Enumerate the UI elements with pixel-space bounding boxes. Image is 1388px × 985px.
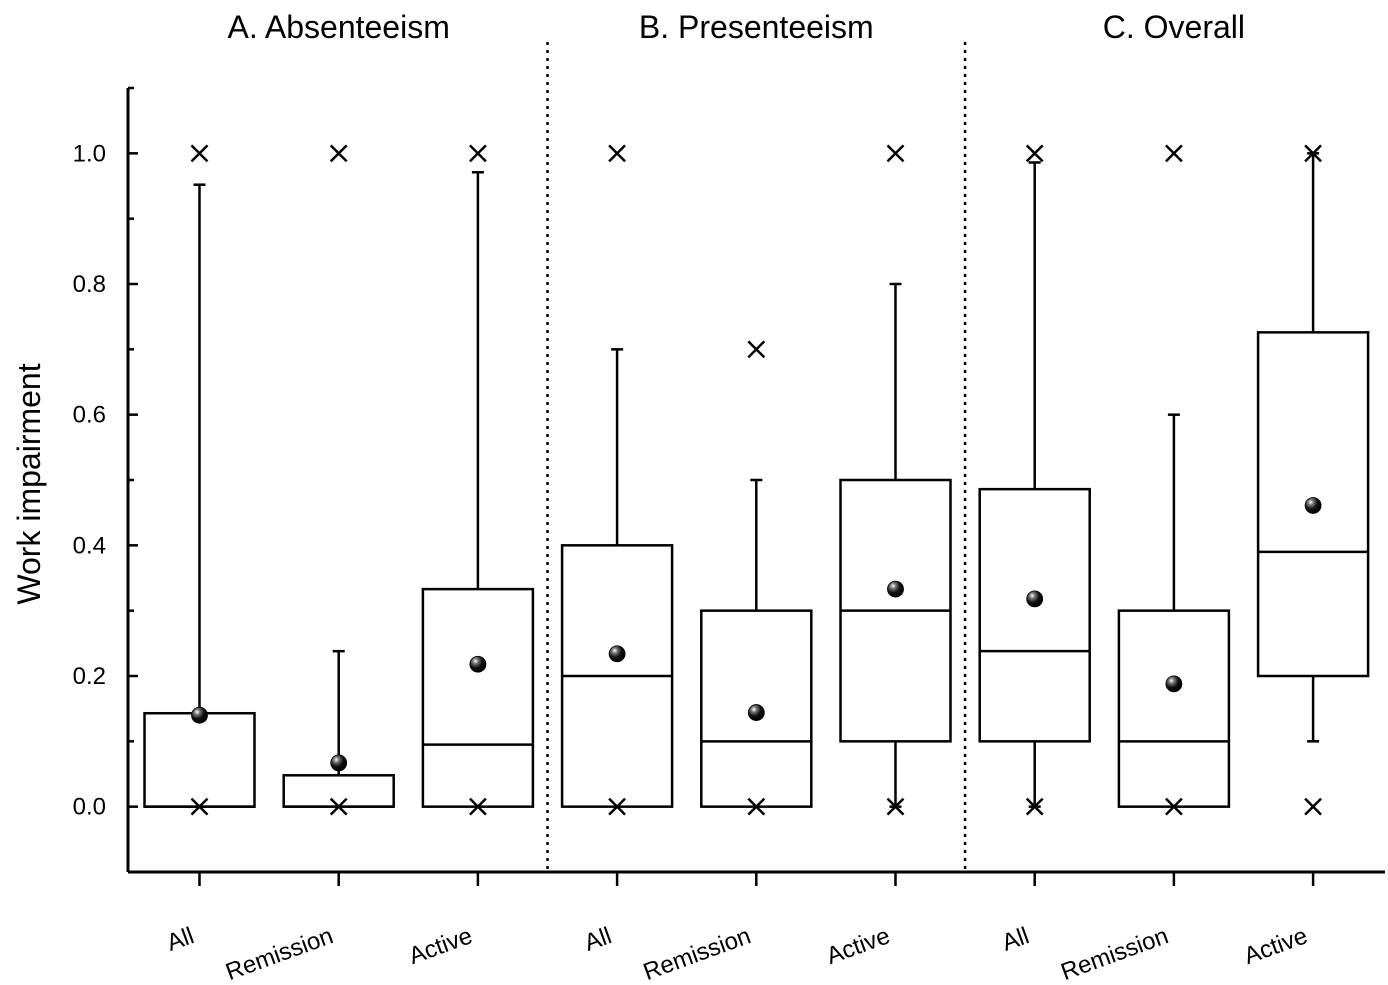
iqr-box	[145, 713, 255, 806]
mean-marker	[748, 705, 764, 721]
x-tick-label: Remission	[222, 922, 337, 985]
mean-marker	[1166, 676, 1182, 692]
x-tick-label: Active	[405, 922, 476, 970]
plot-area	[145, 145, 1369, 814]
x-tick-label: All	[581, 922, 615, 956]
box-remission	[1119, 145, 1229, 814]
iqr-box	[284, 775, 394, 806]
box-all	[145, 145, 255, 814]
iqr-box	[980, 489, 1090, 741]
box-active	[841, 145, 951, 814]
y-axis-label: Work impairment	[11, 363, 47, 604]
y-tick-label: 0.2	[73, 663, 106, 690]
mean-marker	[331, 755, 347, 771]
box-remission	[284, 145, 394, 814]
mean-marker	[609, 646, 625, 662]
max-marker	[470, 145, 486, 161]
box-remission	[701, 341, 811, 814]
max-marker	[331, 145, 347, 161]
panel-title: A. Absenteeism	[228, 9, 450, 45]
max-marker	[609, 145, 625, 161]
box-all	[980, 145, 1090, 814]
max-marker	[888, 145, 904, 161]
y-tick-label: 1.0	[73, 140, 106, 167]
min-marker	[1305, 799, 1321, 815]
iqr-box	[1119, 611, 1229, 807]
axes	[128, 42, 1385, 886]
panel-title: B. Presenteeism	[639, 9, 874, 45]
box-all	[562, 145, 672, 814]
x-tick-label: Remission	[640, 922, 755, 985]
x-tick-label: Remission	[1057, 922, 1172, 985]
box-active	[423, 145, 533, 814]
max-marker	[192, 145, 208, 161]
labels: 0.0 0.2 0.4 0.6 0.8 1.0 Work impairment A. Abse…	[11, 9, 1311, 985]
mean-marker	[470, 656, 486, 672]
mean-marker	[888, 581, 904, 597]
mean-marker	[192, 707, 208, 723]
y-tick-label: 0.8	[73, 271, 106, 298]
panel-title: C. Overall	[1103, 9, 1245, 45]
x-tick-label: Active	[823, 922, 894, 970]
iqr-box	[423, 589, 533, 807]
box-active	[1258, 145, 1368, 814]
mean-marker	[1027, 591, 1043, 607]
x-tick-label: All	[163, 922, 197, 956]
y-tick-label: 0.4	[73, 532, 106, 559]
max-marker	[1166, 145, 1182, 161]
x-tick-label: All	[998, 922, 1032, 956]
x-tick-label: Active	[1240, 922, 1311, 970]
max-marker	[748, 341, 764, 357]
max-marker	[1027, 145, 1043, 161]
mean-marker	[1305, 497, 1321, 513]
y-tick-label: 0.6	[73, 402, 106, 429]
y-tick-label: 0.0	[73, 794, 106, 821]
